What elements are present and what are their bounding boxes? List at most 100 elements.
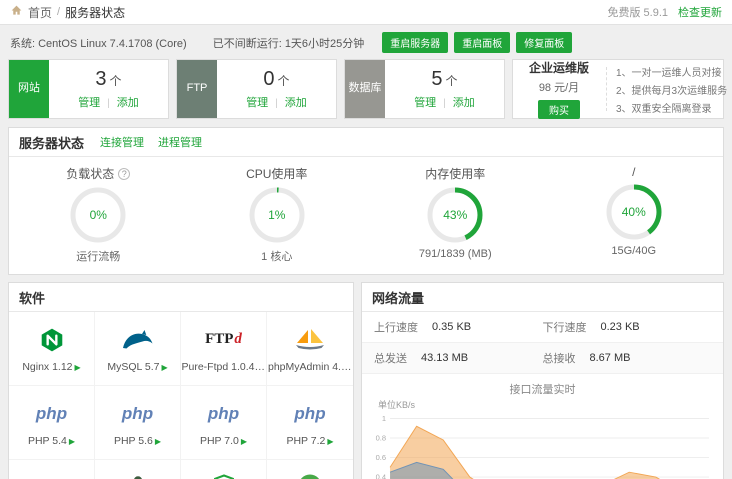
breadcrumb-separator: / [57, 6, 60, 18]
gauge-load: 负载状态 ? 0% 运行流畅 [9, 165, 188, 264]
ops-person-icon [126, 471, 150, 479]
software-item-mysql-1[interactable]: MySQL 5.7▶ [95, 312, 181, 386]
memory-percent: 43% [426, 186, 484, 244]
topbar: 首页 / 服务器状态 免费版 5.9.1 检查更新 [0, 0, 732, 25]
home-icon [10, 4, 23, 20]
site-count: 3 [95, 68, 106, 90]
database-count: 5 [431, 68, 442, 90]
total-recv-value: 8.67 MB [590, 352, 631, 364]
software-item-php-4[interactable]: phpPHP 5.4▶ [9, 386, 95, 460]
check-update-link[interactable]: 检查更新 [678, 4, 722, 20]
software-item-label: Nginx 1.12▶ [22, 361, 80, 373]
gauge-cpu-label: CPU使用率 [246, 165, 307, 182]
software-item-php-6[interactable]: php PHP 7.0▶ [181, 386, 267, 460]
open-arrow-icon: ▶ [69, 437, 75, 446]
tab-process-manage[interactable]: 进程管理 [158, 134, 202, 150]
software-item-label: PHP 7.2▶ [286, 435, 333, 447]
software-item-nginx-0[interactable]: Nginx 1.12▶ [9, 312, 95, 386]
total-sent-label: 总发送 [374, 350, 407, 366]
gauge-disk-label: / [632, 165, 635, 179]
software-item-phpmyadmin-3[interactable]: phpMyAdmin 4.0▶ [267, 312, 353, 386]
nginx-icon [39, 325, 65, 355]
gauge-load-label: 负载状态 [66, 165, 114, 182]
ftp-card: FTP 0个 管理|添加 [176, 59, 337, 119]
breadcrumb-current: 服务器状态 [65, 4, 125, 21]
site-add-link[interactable]: 添加 [117, 97, 139, 109]
down-speed-label: 下行速度 [543, 319, 587, 335]
database-add-link[interactable]: 添加 [453, 97, 475, 109]
php-icon: php [294, 399, 325, 429]
software-grid: Nginx 1.12▶ MySQL 5.7▶ FTPd Pure-Ftpd 1.0.4… [9, 312, 353, 479]
software-item-label: PHP 5.6▶ [114, 435, 161, 447]
breadcrumb-home-link[interactable]: 首页 [28, 4, 52, 21]
software-item-deploy-code-8[interactable]: </>一键部署源码 1.0▶ [9, 460, 95, 479]
gauge-cpu: CPU使用率 1% 1 核心 [188, 165, 367, 264]
restart-server-button[interactable]: 重启服务器 [382, 32, 448, 53]
tab-connection-manage[interactable]: 连接管理 [100, 134, 144, 150]
software-item-label: PHP 7.0▶ [200, 435, 247, 447]
system-info: 系统: CentOS Linux 7.4.1708 (Core) [10, 35, 187, 51]
software-item-php-7[interactable]: php PHP 7.2▶ [267, 386, 353, 460]
software-item-ops-person-9[interactable]: 宝塔运维 1.0▶ [95, 460, 181, 479]
restart-panel-button[interactable]: 重启面板 [454, 32, 510, 53]
total-sent-value: 43.13 MB [421, 352, 468, 364]
chart-title: 接口流量实时 [370, 381, 715, 397]
pureftpd-icon: FTPd [205, 325, 242, 355]
cpu-sub: 1 核心 [261, 248, 292, 264]
up-speed-label: 上行速度 [374, 319, 418, 335]
open-arrow-icon: ▶ [75, 363, 81, 372]
site-tag: 网站 [9, 60, 49, 118]
info-icon[interactable]: ? [118, 168, 130, 180]
php-icon: php [122, 399, 153, 429]
software-item-label: Pure-Ftpd 1.0.47▶ [182, 361, 266, 373]
svg-text:1: 1 [382, 414, 386, 423]
open-arrow-icon: ▶ [161, 363, 167, 372]
promo-feature: 1、一对一运维人员对接 [616, 64, 727, 79]
network-title: 网络流量 [372, 288, 424, 307]
software-item-security-shield-10[interactable]: 宝塔安全查看 1.3▶ [181, 460, 267, 479]
down-speed-value: 0.23 KB [601, 321, 640, 333]
promo-title: 企业运维版 [529, 59, 589, 76]
promo-price: 98 元/月 [539, 79, 579, 95]
open-arrow-icon: ▶ [327, 437, 333, 446]
gauge-memory-label: 内存使用率 [425, 165, 485, 182]
breadcrumb: 首页 / 服务器状态 [10, 4, 125, 21]
bt-panel-dashboard: 首页 / 服务器状态 免费版 5.9.1 检查更新 系统: CentOS Lin… [0, 0, 732, 479]
gauge-disk: / 40% 15G/40G [545, 165, 724, 264]
software-item-php-5[interactable]: php PHP 5.6▶ [95, 386, 181, 460]
open-arrow-icon: ▶ [241, 437, 247, 446]
open-arrow-icon: ▶ [155, 437, 161, 446]
memory-sub: 791/1839 (MB) [419, 248, 492, 260]
software-item-php-guard-11[interactable]: phpPHP守护 1.0▶ [267, 460, 353, 479]
enterprise-promo-card: 企业运维版 98 元/月 购买 1、一对一运维人员对接 2、提供每月3次运维服务… [512, 59, 724, 119]
load-sub: 运行流畅 [76, 248, 120, 264]
repair-panel-button[interactable]: 修复面板 [516, 32, 572, 53]
up-speed-value: 0.35 KB [432, 321, 471, 333]
network-traffic-panel: 网络流量 上行速度 0.35 KB 下行速度 0.23 KB 总发送 43.13… [361, 282, 724, 479]
software-item-pureftpd-2[interactable]: FTPd Pure-Ftpd 1.0.47▶ [181, 312, 267, 386]
site-manage-link[interactable]: 管理 [78, 97, 100, 109]
disk-sub: 15G/40G [611, 245, 656, 257]
ftp-manage-link[interactable]: 管理 [246, 97, 268, 109]
software-item-label: phpMyAdmin 4.0▶ [268, 361, 352, 373]
svg-text:0.4: 0.4 [376, 473, 386, 479]
svg-text:0.6: 0.6 [376, 453, 386, 462]
software-item-label: PHP 5.4▶ [28, 435, 75, 447]
server-status-panel: 服务器状态 连接管理 进程管理 负载状态 ? 0% 运行流畅 [8, 127, 724, 275]
total-recv-label: 总接收 [543, 350, 576, 366]
ftp-add-link[interactable]: 添加 [285, 97, 307, 109]
database-card: 数据库 5个 管理|添加 [344, 59, 505, 119]
ftp-count: 0 [263, 68, 274, 90]
buy-button[interactable]: 购买 [538, 100, 580, 119]
software-item-label: MySQL 5.7▶ [107, 361, 167, 373]
version-label: 免费版 5.9.1 [607, 4, 668, 20]
chart-unit-label: 单位KB/s [378, 398, 715, 411]
php-icon: php [208, 399, 239, 429]
promo-feature: 3、双重安全隔离登录 [616, 100, 727, 115]
network-traffic-chart: 00.20.40.60.8117:32:1117:32:1617:32:2117… [370, 411, 715, 479]
load-percent: 0% [69, 186, 127, 244]
database-manage-link[interactable]: 管理 [414, 97, 436, 109]
ftp-tag: FTP [177, 60, 217, 118]
mysql-icon [121, 325, 155, 355]
promo-features: 1、一对一运维人员对接 2、提供每月3次运维服务 3、双重安全隔离登录 [606, 67, 727, 111]
